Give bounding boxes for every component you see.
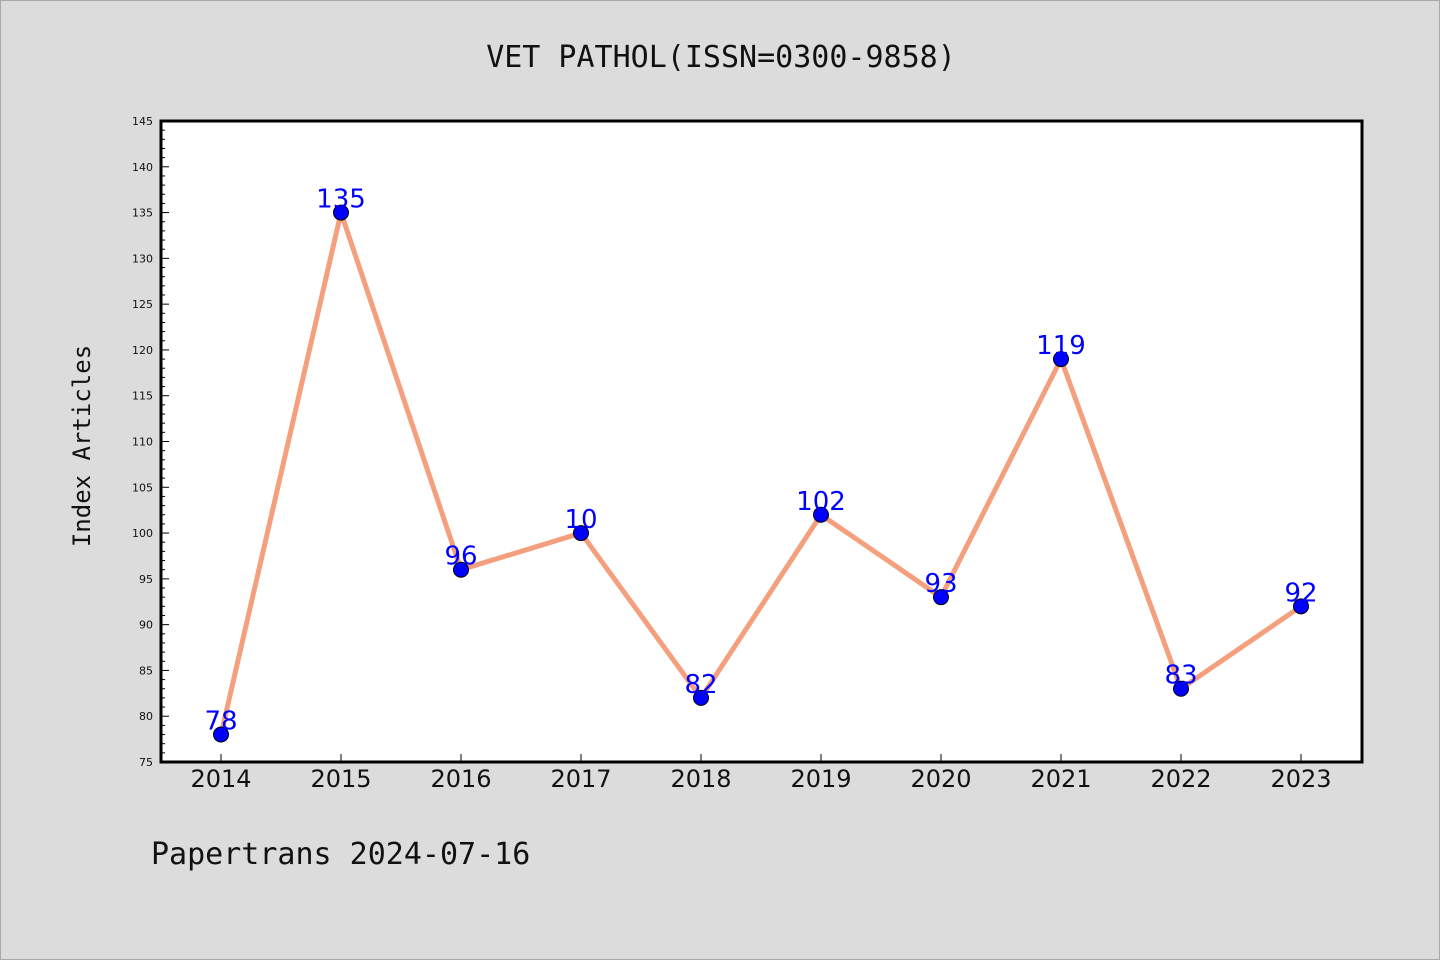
data-label: 102: [796, 487, 846, 517]
data-point: [213, 726, 229, 743]
y-tick-label: 130: [132, 252, 153, 265]
y-tick-label: 75: [139, 756, 153, 769]
y-tick-label: 120: [132, 344, 153, 357]
data-label: 83: [1164, 661, 1197, 691]
y-tick-label: 100: [132, 527, 153, 540]
y-tick-label: 125: [132, 298, 153, 311]
data-label: 96: [444, 542, 477, 572]
data-point: [573, 525, 589, 542]
data-point: [933, 589, 949, 606]
data-point: [453, 561, 469, 578]
x-tick-label: 2015: [310, 765, 371, 793]
y-tick-label: 90: [139, 619, 153, 632]
x-tick-label: 2021: [1030, 765, 1091, 793]
data-label: 119: [1036, 331, 1086, 361]
y-tick-label: 105: [132, 481, 153, 494]
data-label: 82: [684, 670, 717, 700]
data-label: 135: [316, 185, 366, 215]
y-tick-label: 80: [139, 710, 153, 723]
x-tick-label: 2020: [910, 765, 971, 793]
data-point: [333, 204, 349, 221]
y-tick-label: 140: [132, 161, 153, 174]
y-tick-label: 135: [132, 207, 153, 220]
data-label: 93: [924, 569, 957, 599]
x-tick-label: 2018: [670, 765, 731, 793]
x-tick-label: 2019: [790, 765, 851, 793]
x-tick-label: 2023: [1270, 765, 1331, 793]
x-tick-label: 2016: [430, 765, 491, 793]
series-line: [218, 210, 1304, 738]
data-label: 78: [204, 707, 237, 737]
data-point: [1293, 598, 1309, 615]
footer-credit: Papertrans 2024-07-16: [151, 837, 530, 872]
y-axis-label: Index Articles: [68, 345, 96, 547]
data-label: 10: [564, 505, 597, 535]
plot-area: [159, 119, 1364, 764]
y-tick-label: 85: [139, 664, 153, 677]
x-tick-label: 2022: [1150, 765, 1211, 793]
data-label: 92: [1284, 578, 1317, 608]
y-tick-label: 115: [132, 390, 153, 403]
x-axis: 2014 2015 2016 2017 2018 2019 2020 2021 2022 2023: [190, 754, 1332, 793]
series-index-articles: 78 135 96 10 82 102 93 119 83 92: [204, 185, 1318, 743]
data-point: [813, 506, 829, 523]
y-tick-label: 110: [132, 436, 153, 449]
x-tick-label: 2017: [550, 765, 611, 793]
data-point: [1173, 680, 1189, 697]
chart-title: VET PATHOL(ISSN=0300-9858): [486, 40, 956, 75]
data-point: [1053, 351, 1069, 368]
y-tick-label: 145: [132, 115, 153, 128]
y-tick-label: 95: [139, 573, 153, 586]
y-axis: 75 80 85 90 95 100 105 110 115 120 125 130 135 140 145: [132, 115, 169, 769]
x-tick-label: 2014: [190, 765, 251, 793]
data-point: [693, 689, 709, 706]
